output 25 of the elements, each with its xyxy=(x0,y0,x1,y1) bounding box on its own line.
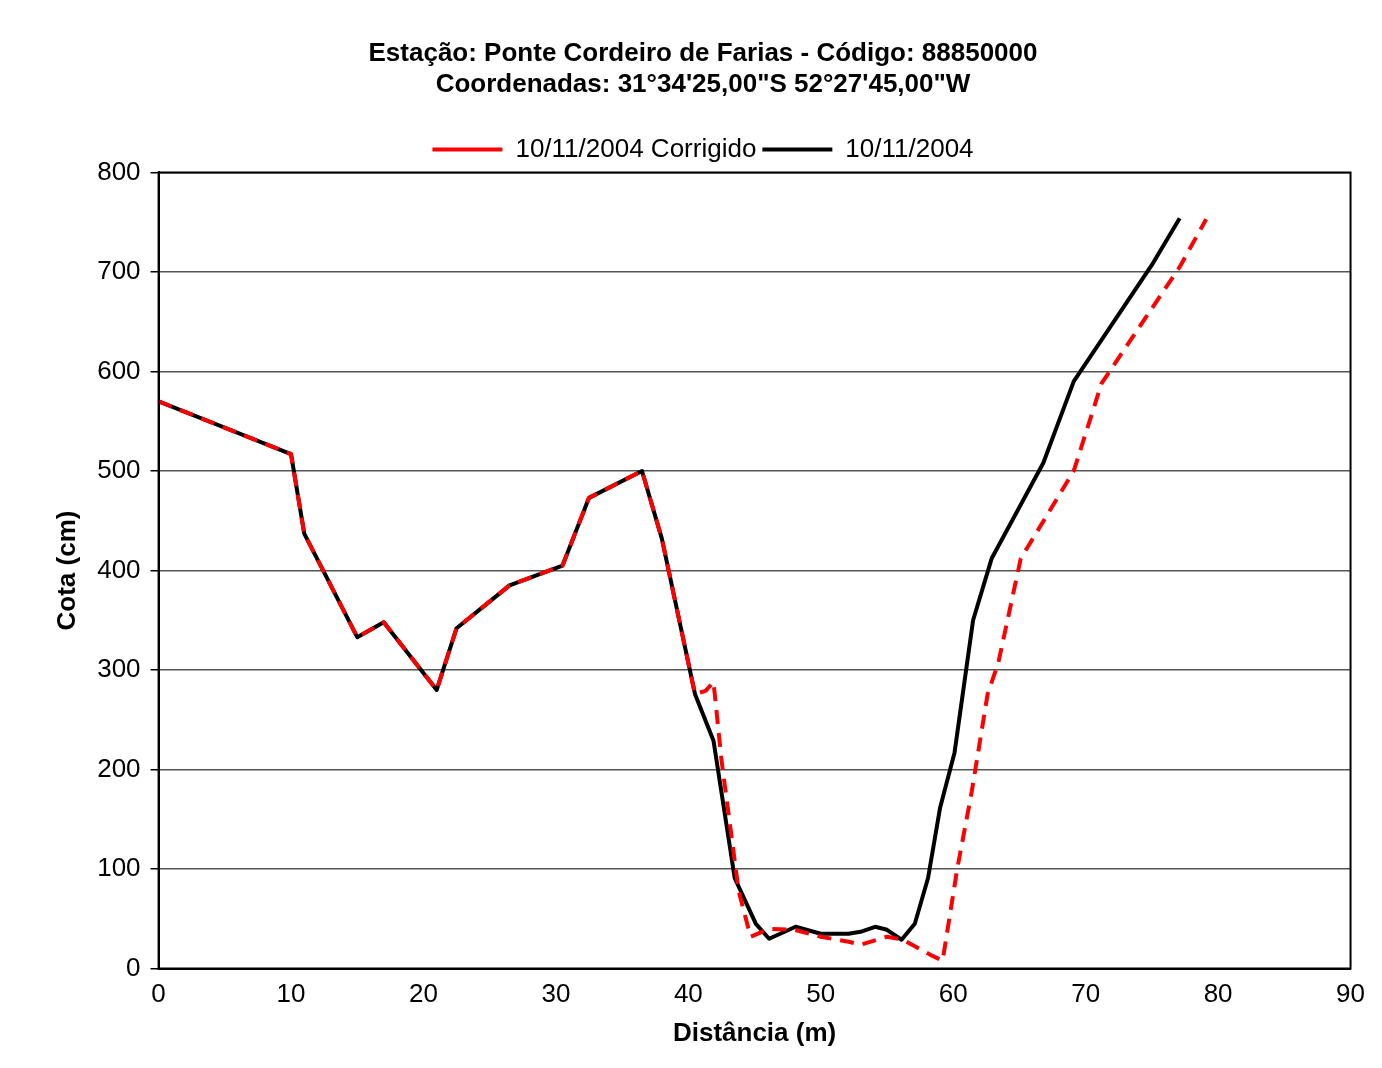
x-tick-label: 20 xyxy=(409,978,438,1009)
x-tick-label: 60 xyxy=(938,978,968,1009)
y-tick-label: 400 xyxy=(97,553,141,584)
x-axis-title: Distância (m) xyxy=(672,1016,837,1047)
text: Estação: Ponte Cordeiro de Farias - Código: 88850000 xyxy=(368,36,1038,67)
y-axis-title: Cota (cm) xyxy=(50,510,81,631)
x-tick-label: 30 xyxy=(541,978,571,1009)
x-tick-label: 40 xyxy=(673,978,703,1009)
y-tick-label: 0 xyxy=(126,951,141,982)
y-tick-label: 200 xyxy=(97,752,141,783)
x-tick-label: 50 xyxy=(806,978,836,1009)
y-tick-label: 700 xyxy=(97,255,141,286)
text: Coordenadas: 31°34'25,00"S 52°27'45,00"W xyxy=(435,67,971,98)
x-tick-label: 90 xyxy=(1336,978,1365,1009)
y-tick-label: 600 xyxy=(97,354,141,385)
y-tick-label: 100 xyxy=(97,852,141,883)
y-tick-label: 500 xyxy=(97,454,141,485)
y-tick-label: 800 xyxy=(97,155,141,186)
legend-label: 10/11/2004 xyxy=(845,132,974,163)
x-tick-label: 10 xyxy=(276,978,306,1009)
y-tick-label: 300 xyxy=(97,653,141,684)
x-tick-label: 70 xyxy=(1071,978,1101,1009)
legend-label: 10/11/2004 Corrigido xyxy=(515,132,757,163)
x-tick-label: 0 xyxy=(151,978,166,1009)
x-tick-label: 80 xyxy=(1203,978,1233,1009)
